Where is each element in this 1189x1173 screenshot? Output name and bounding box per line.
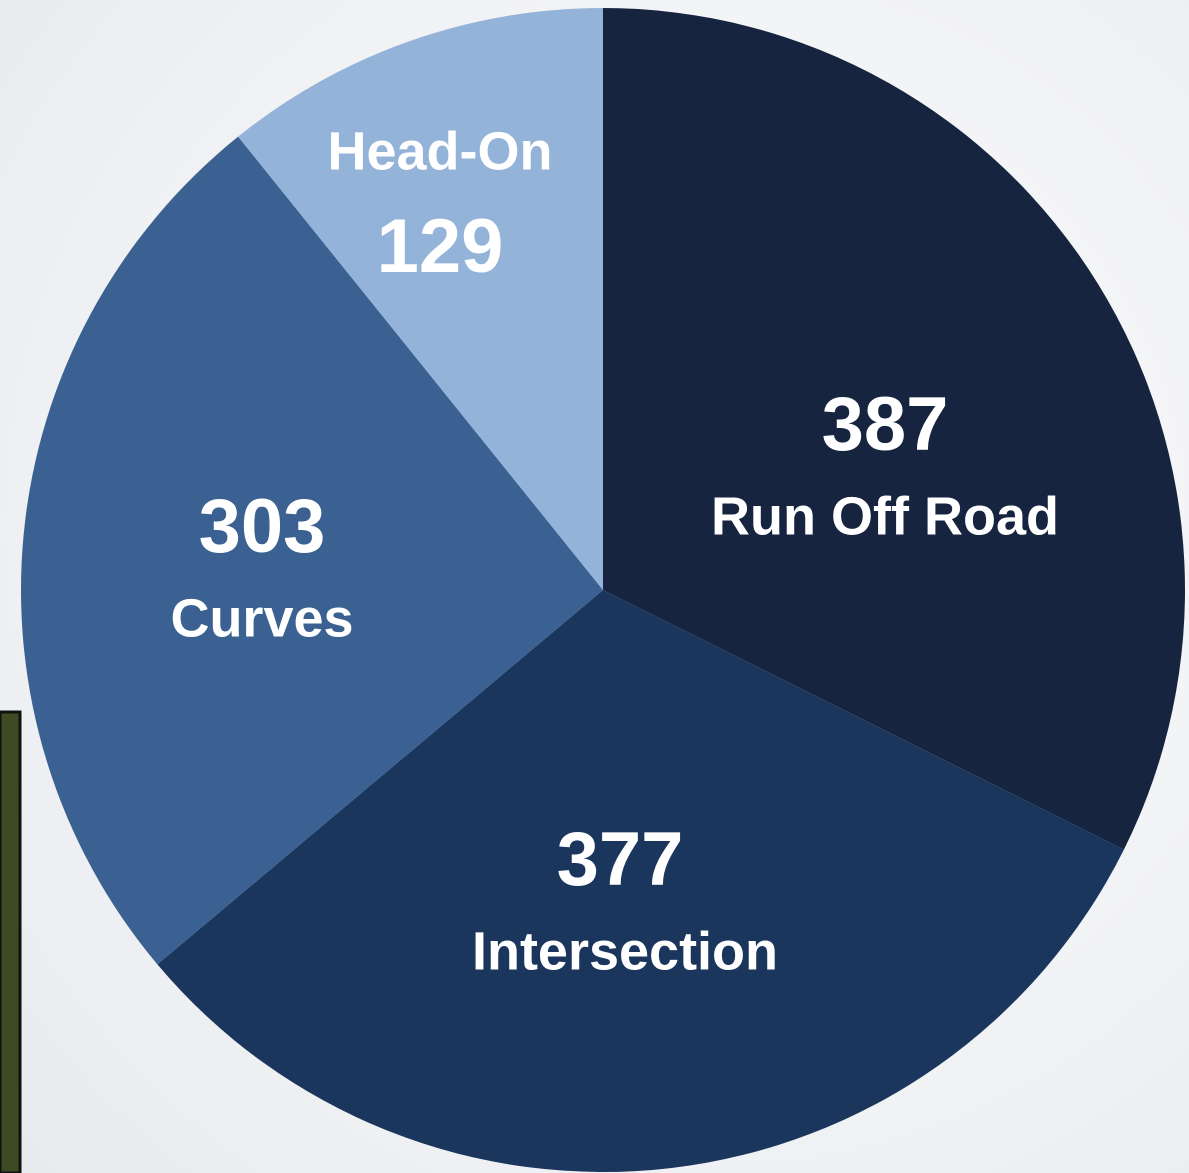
slice-label: Curves <box>170 588 353 648</box>
value-label: 129 <box>377 204 504 289</box>
value-label: 387 <box>822 382 949 467</box>
page: {"chart_data": {"type": "pie", "categori… <box>0 0 1189 1173</box>
slice-label: Head-On <box>327 121 552 181</box>
value-label: 377 <box>557 817 684 902</box>
photo-edge <box>0 712 20 1173</box>
chart: 387 Run Off Road 377 Intersection 303 Curves 1… <box>0 0 1189 1173</box>
slice-label: Run Off Road <box>711 486 1059 546</box>
slice-label: Intersection <box>472 921 778 981</box>
value-label: 303 <box>199 484 326 569</box>
